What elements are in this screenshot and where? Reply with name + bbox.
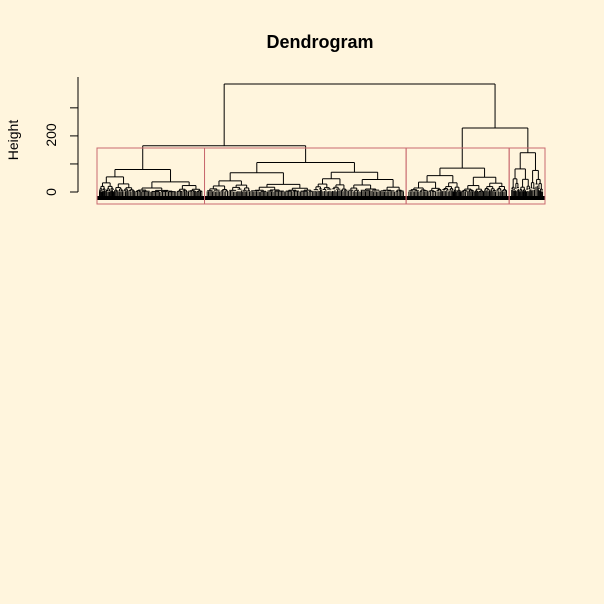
- cluster-box: [508, 147, 546, 205]
- y-ticks: [70, 107, 78, 193]
- y-axis-label: Height: [5, 120, 21, 161]
- y-tick-label: 200: [43, 123, 59, 147]
- dendrogram-tree: [97, 83, 545, 200]
- y-axis: 0 200 Height: [5, 77, 79, 196]
- cluster-boxes: [96, 147, 546, 205]
- y-tick-label: 0: [43, 188, 59, 196]
- chart-title: Dendrogram: [266, 32, 373, 52]
